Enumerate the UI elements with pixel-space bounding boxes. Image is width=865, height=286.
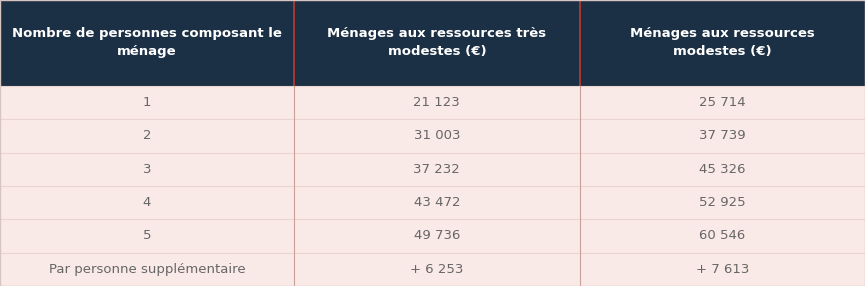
Text: + 6 253: + 6 253	[410, 263, 464, 276]
Bar	[0, 219, 865, 253]
Bar	[0, 119, 865, 152]
Bar	[0, 253, 865, 286]
Text: 49 736: 49 736	[413, 229, 460, 243]
Text: Ménages aux ressources
modestes (€): Ménages aux ressources modestes (€)	[630, 27, 815, 58]
Text: Par personne supplémentaire: Par personne supplémentaire	[48, 263, 246, 276]
Text: 1: 1	[143, 96, 151, 109]
Bar	[0, 152, 865, 186]
Text: 25 714: 25 714	[699, 96, 746, 109]
Text: Ménages aux ressources très
modestes (€): Ménages aux ressources très modestes (€)	[327, 27, 547, 58]
Text: 4: 4	[143, 196, 151, 209]
Text: 45 326: 45 326	[699, 163, 746, 176]
Bar	[0, 86, 865, 119]
Bar	[0, 186, 865, 219]
Text: 21 123: 21 123	[413, 96, 460, 109]
Text: 31 003: 31 003	[413, 129, 460, 142]
Text: 43 472: 43 472	[413, 196, 460, 209]
Text: 5: 5	[143, 229, 151, 243]
Text: 60 546: 60 546	[699, 229, 746, 243]
Text: 37 232: 37 232	[413, 163, 460, 176]
Text: 37 739: 37 739	[699, 129, 746, 142]
Text: Nombre de personnes composant le
ménage: Nombre de personnes composant le ménage	[12, 27, 282, 58]
Text: 2: 2	[143, 129, 151, 142]
Text: 52 925: 52 925	[699, 196, 746, 209]
Bar	[0, 0, 865, 86]
Text: 3: 3	[143, 163, 151, 176]
Text: + 7 613: + 7 613	[695, 263, 749, 276]
